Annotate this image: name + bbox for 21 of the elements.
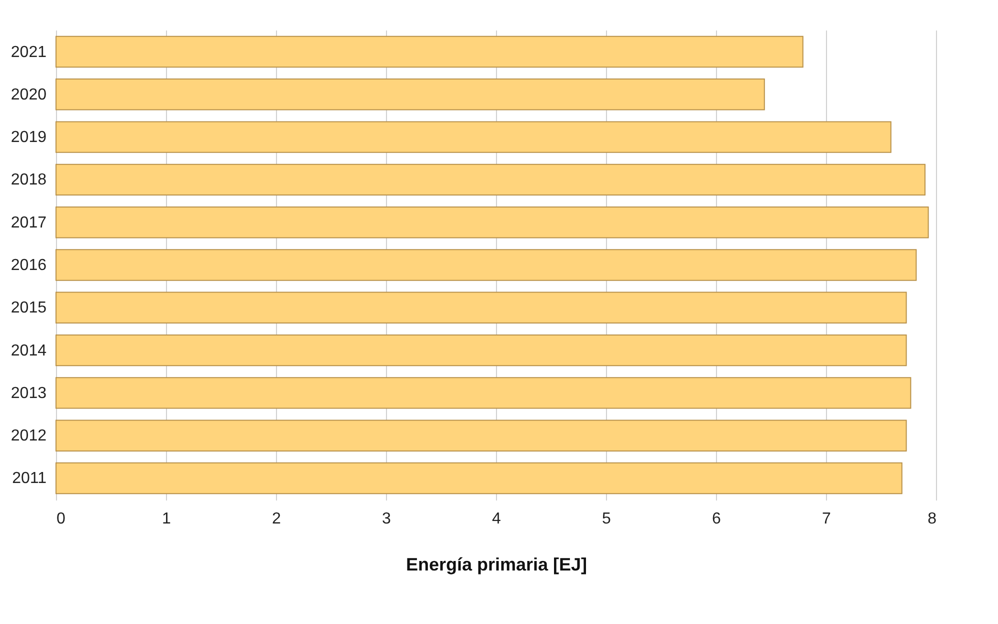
y-tick-label: 2021 (10, 44, 47, 61)
x-tick-label: 8 (928, 510, 937, 528)
y-tick-label: 2014 (10, 342, 47, 360)
x-tick-label: 1 (162, 510, 172, 528)
x-tick-label: 6 (712, 510, 722, 528)
y-tick-label: 2013 (10, 384, 47, 402)
y-tick-label: 2018 (10, 172, 47, 189)
y-tick-label: 2012 (10, 428, 47, 445)
x-tick-label: 4 (492, 510, 502, 528)
x-axis-title: Energía primaria [EJ] (406, 554, 588, 574)
x-tick-label: 3 (382, 510, 392, 528)
y-tick-label: 2020 (10, 86, 47, 104)
y-tick-label: 2019 (10, 129, 47, 146)
y-tick-label: 2016 (10, 257, 47, 274)
y-tick-label: 2015 (10, 300, 47, 317)
x-tick-label: 2 (272, 510, 282, 528)
y-tick-label: 2017 (10, 214, 47, 232)
x-tick-label: 0 (56, 510, 66, 528)
x-tick-label: 5 (602, 510, 612, 528)
x-tick-label: 7 (822, 510, 832, 528)
y-tick-label: 2011 (12, 470, 47, 488)
